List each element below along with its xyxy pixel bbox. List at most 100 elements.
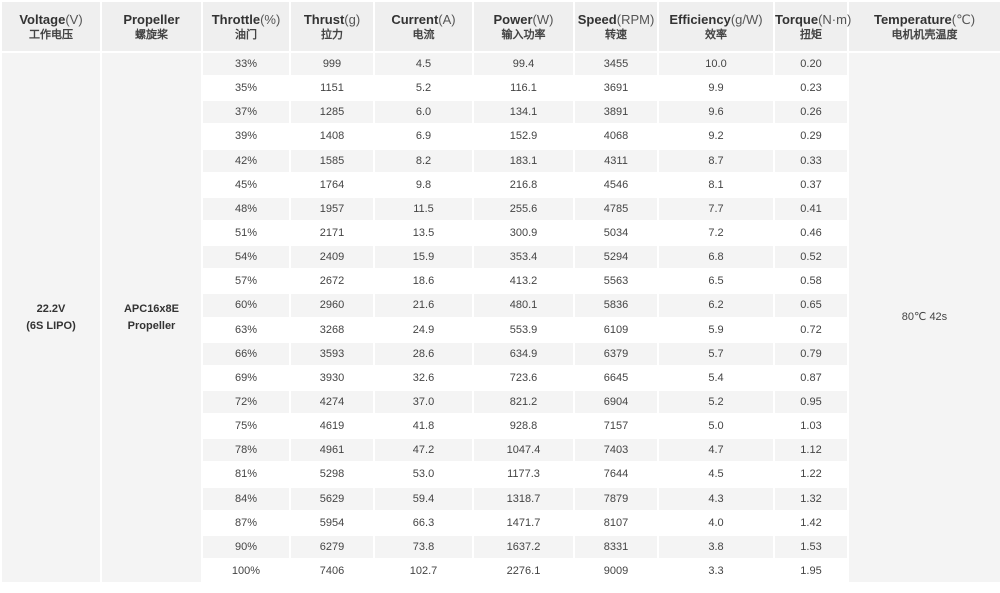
cell-speed: 4311 [575,149,657,172]
cell-torque: 0.65 [775,294,847,317]
cell-speed: 6904 [575,390,657,414]
cell-efficiency: 9.9 [659,77,773,100]
cell-throttle: 75% [203,415,289,438]
cell-thrust: 1408 [291,125,373,148]
cell-speed: 7403 [575,439,657,462]
cell-current: 73.8 [375,535,472,558]
cell-thrust: 5298 [291,463,373,486]
cell-speed: 8107 [575,511,657,534]
cell-power: 152.9 [474,125,573,148]
table-row: 48% 1957 11.5 255.6 4785 7.7 0.41 [2,197,1000,220]
cell-throttle: 33% [203,53,289,76]
cell-speed: 7644 [575,463,657,486]
cell-throttle: 48% [203,197,289,220]
cell-power: 216.8 [474,173,573,196]
cell-torque: 1.95 [775,559,847,583]
cell-speed: 5294 [575,246,657,269]
header-zh-label: 拉力 [321,27,343,41]
cell-efficiency: 7.2 [659,221,773,245]
table-row: 84% 5629 59.4 1318.7 7879 4.3 1.32 [2,487,1000,510]
cell-current: 24.9 [375,318,472,341]
cell-torque: 0.33 [775,149,847,172]
cell-power: 1177.3 [474,463,573,486]
cell-torque: 1.53 [775,535,847,558]
header-row: Voltage(V) 工作电压 Propeller 螺旋桨 Throttle(%) 油门 T… [2,2,1000,51]
cell-throttle: 87% [203,511,289,534]
cell-current: 15.9 [375,246,472,269]
cell-efficiency: 5.0 [659,415,773,438]
header-power: Power(W) 输入功率 [474,2,573,51]
header-zh-label: 电流 [412,27,435,41]
cell-power: 1318.7 [474,487,573,510]
cell-speed: 3891 [575,101,657,124]
cell-current: 32.6 [375,366,472,389]
cell-efficiency: 3.3 [659,559,773,583]
cell-thrust: 3593 [291,342,373,365]
cell-torque: 0.41 [775,197,847,220]
cell-torque: 1.12 [775,439,847,462]
cell-speed: 4068 [575,125,657,148]
propeller-cell: APC16x8E Propeller [102,53,201,583]
cell-throttle: 51% [203,221,289,245]
cell-efficiency: 3.8 [659,535,773,558]
cell-thrust: 4274 [291,390,373,414]
cell-throttle: 39% [203,125,289,148]
table-row: 100% 7406 102.7 2276.1 9009 3.3 1.95 [2,559,1000,583]
cell-torque: 0.29 [775,125,847,148]
header-en-label: Propeller [123,11,180,27]
header-zh-label: 油门 [235,27,257,41]
table-row: 63% 3268 24.9 553.9 6109 5.9 0.72 [2,318,1000,341]
table-row: 69% 3930 32.6 723.6 6645 5.4 0.87 [2,366,1000,389]
cell-speed: 7157 [575,415,657,438]
header-throttle: Throttle(%) 油门 [203,2,289,51]
cell-thrust: 1151 [291,77,373,100]
cell-efficiency: 5.9 [659,318,773,341]
cell-efficiency: 9.6 [659,101,773,124]
cell-power: 480.1 [474,294,573,317]
cell-efficiency: 5.7 [659,342,773,365]
voltage-cell: 22.2V (6S LIPO) [2,53,100,583]
header-en-label: Throttle(%) [211,11,281,27]
header-en-label: Voltage(V) [19,11,83,27]
table-row: 66% 3593 28.6 634.9 6379 5.7 0.79 [2,342,1000,365]
cell-power: 1047.4 [474,439,573,462]
header-zh-label: 扭矩 [800,27,822,41]
header-en-label: Efficiency(g/W) [669,11,763,27]
table-row: 78% 4961 47.2 1047.4 7403 4.7 1.12 [2,439,1000,462]
cell-thrust: 4961 [291,439,373,462]
cell-thrust: 1585 [291,149,373,172]
cell-thrust: 2409 [291,246,373,269]
cell-speed: 3455 [575,53,657,76]
header-speed: Speed(RPM) 转速 [575,2,657,51]
cell-thrust: 2672 [291,270,373,293]
cell-throttle: 78% [203,439,289,462]
cell-speed: 6109 [575,318,657,341]
cell-torque: 0.23 [775,77,847,100]
cell-efficiency: 5.4 [659,366,773,389]
cell-efficiency: 9.2 [659,125,773,148]
cell-thrust: 1957 [291,197,373,220]
cell-current: 5.2 [375,77,472,100]
cell-torque: 1.32 [775,487,847,510]
header-en-label: Thrust(g) [303,11,361,27]
cell-torque: 0.46 [775,221,847,245]
cell-torque: 0.20 [775,53,847,76]
cell-speed: 5034 [575,221,657,245]
cell-efficiency: 5.2 [659,390,773,414]
cell-current: 28.6 [375,342,472,365]
cell-efficiency: 7.7 [659,197,773,220]
cell-power: 255.6 [474,197,573,220]
cell-throttle: 35% [203,77,289,100]
cell-current: 47.2 [375,439,472,462]
cell-throttle: 81% [203,463,289,486]
cell-current: 102.7 [375,559,472,583]
header-zh-label: 输入功率 [501,27,546,41]
table-row: 54% 2409 15.9 353.4 5294 6.8 0.52 [2,246,1000,269]
cell-torque: 1.22 [775,463,847,486]
header-zh-label: 电机机壳温度 [891,27,958,41]
cell-efficiency: 6.2 [659,294,773,317]
cell-torque: 0.58 [775,270,847,293]
header-propeller: Propeller 螺旋桨 [102,2,201,51]
header-en-label: Temperature(℃) [873,11,976,27]
cell-current: 6.9 [375,125,472,148]
